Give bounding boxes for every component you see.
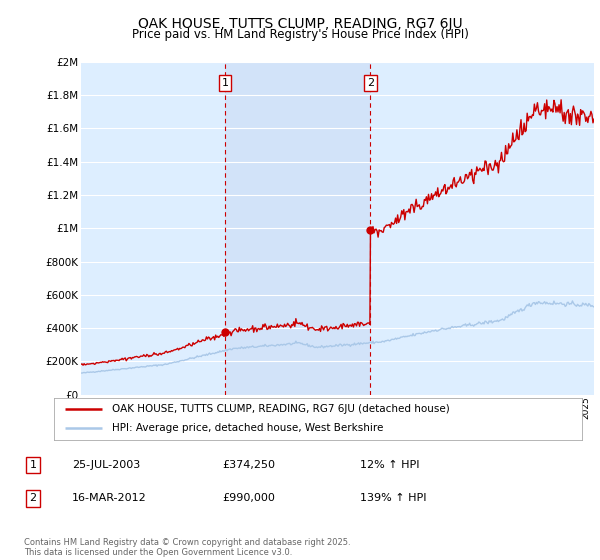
Text: 16-MAR-2012: 16-MAR-2012 xyxy=(72,493,147,503)
Text: 139% ↑ HPI: 139% ↑ HPI xyxy=(360,493,427,503)
Text: 12% ↑ HPI: 12% ↑ HPI xyxy=(360,460,419,470)
Text: 2: 2 xyxy=(29,493,37,503)
Text: HPI: Average price, detached house, West Berkshire: HPI: Average price, detached house, West… xyxy=(112,423,383,433)
Bar xyxy=(225,62,370,395)
Text: OAK HOUSE, TUTTS CLUMP, READING, RG7 6JU (detached house): OAK HOUSE, TUTTS CLUMP, READING, RG7 6JU… xyxy=(112,404,450,414)
Text: Price paid vs. HM Land Registry's House Price Index (HPI): Price paid vs. HM Land Registry's House … xyxy=(131,28,469,41)
Text: 2: 2 xyxy=(367,78,374,88)
Text: Contains HM Land Registry data © Crown copyright and database right 2025.
This d: Contains HM Land Registry data © Crown c… xyxy=(24,538,350,557)
Text: 1: 1 xyxy=(221,78,229,88)
Text: £374,250: £374,250 xyxy=(222,460,275,470)
Text: £990,000: £990,000 xyxy=(222,493,275,503)
Text: OAK HOUSE, TUTTS CLUMP, READING, RG7 6JU: OAK HOUSE, TUTTS CLUMP, READING, RG7 6JU xyxy=(137,17,463,31)
Text: 25-JUL-2003: 25-JUL-2003 xyxy=(72,460,140,470)
Text: 1: 1 xyxy=(29,460,37,470)
